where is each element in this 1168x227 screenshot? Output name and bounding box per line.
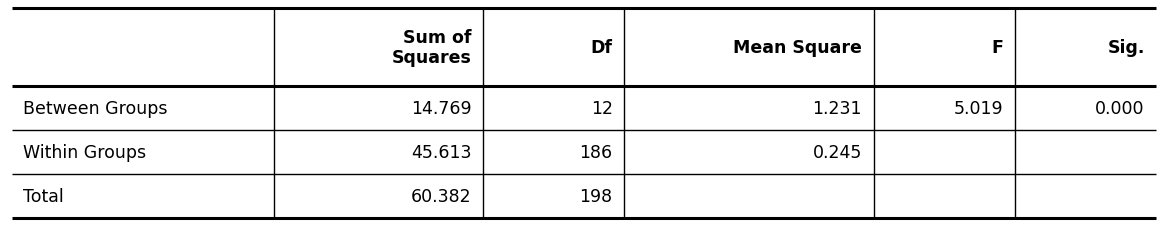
Text: 186: 186: [579, 143, 613, 161]
Text: Between Groups: Between Groups: [23, 99, 168, 117]
Text: 60.382: 60.382: [411, 187, 472, 205]
Text: 0.245: 0.245: [813, 143, 862, 161]
Text: 14.769: 14.769: [411, 99, 472, 117]
Text: Mean Square: Mean Square: [734, 39, 862, 57]
Text: 1.231: 1.231: [813, 99, 862, 117]
Text: 5.019: 5.019: [953, 99, 1003, 117]
Text: Sig.: Sig.: [1107, 39, 1145, 57]
Text: Df: Df: [591, 39, 613, 57]
Text: Total: Total: [23, 187, 64, 205]
Text: Within Groups: Within Groups: [23, 143, 146, 161]
Text: 12: 12: [591, 99, 613, 117]
Text: Sum of
Squares: Sum of Squares: [391, 28, 472, 67]
Text: 0.000: 0.000: [1096, 99, 1145, 117]
Text: 198: 198: [579, 187, 613, 205]
Text: 45.613: 45.613: [411, 143, 472, 161]
Text: F: F: [992, 39, 1003, 57]
